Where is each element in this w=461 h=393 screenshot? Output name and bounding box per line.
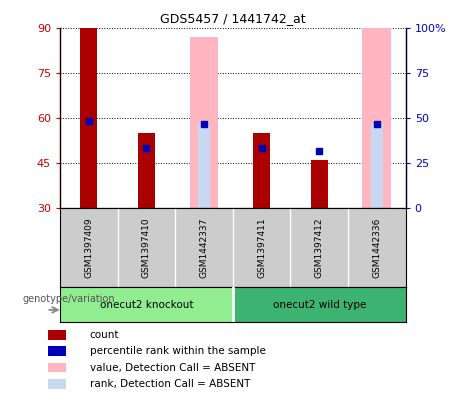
Bar	[198, 124, 210, 208]
Bar	[80, 28, 97, 208]
Text: genotype/variation: genotype/variation	[23, 294, 115, 304]
Text: rank, Detection Call = ABSENT: rank, Detection Call = ABSENT	[89, 379, 250, 389]
Text: value, Detection Call = ABSENT: value, Detection Call = ABSENT	[89, 362, 255, 373]
Bar	[371, 124, 383, 208]
Text: onecut2 wild type: onecut2 wild type	[272, 299, 366, 310]
Text: count: count	[89, 330, 119, 340]
Bar	[138, 133, 155, 208]
Title: GDS5457 / 1441742_at: GDS5457 / 1441742_at	[160, 12, 306, 25]
Bar	[60, 287, 233, 322]
Bar	[233, 287, 406, 322]
Text: GSM1397412: GSM1397412	[315, 217, 324, 278]
Text: onecut2 knockout: onecut2 knockout	[100, 299, 193, 310]
Text: percentile rank within the sample: percentile rank within the sample	[89, 346, 266, 356]
Bar	[48, 363, 66, 373]
Text: GSM1397411: GSM1397411	[257, 217, 266, 278]
Text: GSM1397409: GSM1397409	[84, 217, 93, 278]
Bar	[48, 330, 66, 340]
Bar	[311, 160, 328, 208]
Bar	[48, 346, 66, 356]
Text: GSM1397410: GSM1397410	[142, 217, 151, 278]
Bar	[48, 379, 66, 389]
Bar	[189, 37, 219, 208]
Text: GSM1442337: GSM1442337	[200, 217, 208, 278]
Bar	[362, 28, 391, 208]
Bar	[253, 133, 270, 208]
Text: GSM1442336: GSM1442336	[372, 217, 381, 278]
